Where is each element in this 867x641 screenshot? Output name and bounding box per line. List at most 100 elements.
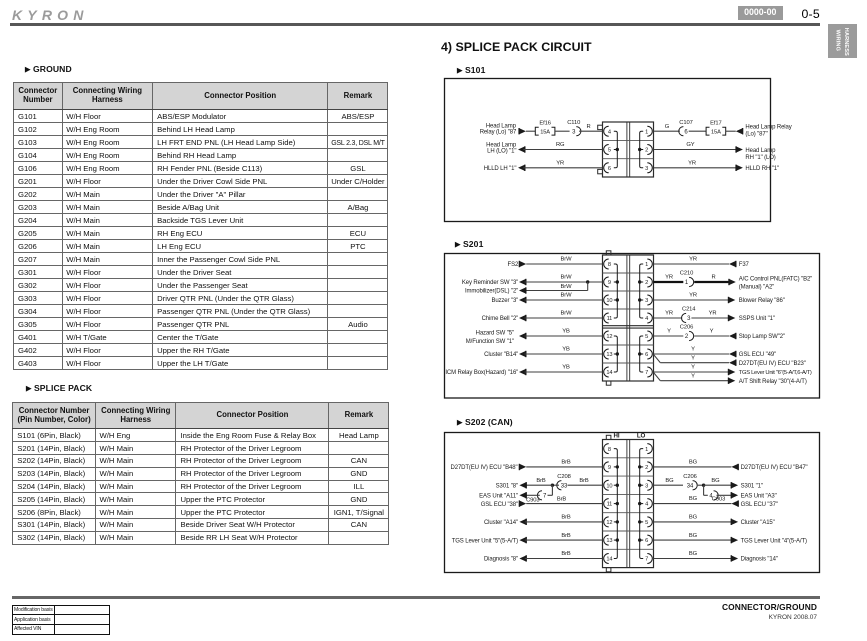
- svg-text:GSL ECU "37": GSL ECU "37": [741, 502, 778, 508]
- svg-text:Head Lamp: Head Lamp: [486, 143, 517, 149]
- svg-text:YB: YB: [562, 329, 570, 335]
- svg-text:10: 10: [606, 483, 612, 489]
- svg-text:C903: C903: [526, 497, 539, 503]
- svg-text:LH (LO) "1": LH (LO) "1": [487, 148, 516, 154]
- svg-text:YR: YR: [689, 257, 697, 263]
- svg-text:Immobilizer(DSL) "2": Immobilizer(DSL) "2": [465, 289, 518, 295]
- svg-text:HI: HI: [614, 432, 620, 439]
- svg-text:2: 2: [645, 465, 648, 471]
- svg-text:Chime Bell "2": Chime Bell "2": [482, 316, 519, 322]
- svg-text:2: 2: [685, 334, 689, 340]
- svg-text:7: 7: [645, 370, 648, 376]
- svg-text:TGS Lever Unit "6"(5-A/T,6-A/T: TGS Lever Unit "6"(5-A/T,6-A/T): [739, 370, 812, 376]
- svg-text:Diagnosis "8": Diagnosis "8": [484, 557, 518, 563]
- svg-text:8: 8: [608, 447, 611, 453]
- svg-text:Cluster "A14": Cluster "A14": [484, 520, 518, 526]
- svg-text:BrB: BrB: [557, 496, 567, 502]
- svg-text:5: 5: [608, 148, 611, 154]
- svg-text:Y: Y: [691, 365, 695, 371]
- svg-text:BG: BG: [689, 533, 698, 539]
- svg-text:S301 "1": S301 "1": [741, 483, 763, 489]
- svg-text:C110: C110: [567, 120, 580, 126]
- svg-text:YR: YR: [688, 160, 696, 166]
- svg-text:C206: C206: [680, 325, 693, 331]
- svg-text:12: 12: [606, 520, 612, 526]
- svg-text:FS2: FS2: [508, 262, 519, 268]
- svg-text:RH "1" (LO): RH "1" (LO): [745, 155, 775, 161]
- svg-text:Blower Relay "86": Blower Relay "86": [739, 298, 785, 304]
- svg-text:12: 12: [606, 334, 612, 340]
- svg-text:C206: C206: [683, 474, 696, 480]
- svg-text:R: R: [586, 124, 590, 130]
- svg-text:BrW: BrW: [561, 284, 573, 290]
- svg-text:HARNESS: HARNESS: [842, 28, 848, 56]
- svg-text:5: 5: [645, 520, 648, 526]
- svg-text:BrW: BrW: [561, 257, 573, 263]
- svg-text:Cluster "A15": Cluster "A15": [741, 520, 775, 526]
- svg-text:4: 4: [608, 129, 611, 135]
- svg-text:3: 3: [645, 298, 648, 304]
- svg-text:11: 11: [607, 502, 613, 508]
- svg-text:6: 6: [645, 352, 648, 358]
- svg-text:3: 3: [645, 483, 648, 489]
- svg-text:YR: YR: [709, 311, 717, 317]
- svg-text:BrB: BrB: [579, 478, 589, 484]
- svg-text:(Lo) "87": (Lo) "87": [745, 131, 767, 137]
- svg-text:R: R: [711, 275, 715, 281]
- svg-text:GSL ECU "49": GSL ECU "49": [739, 352, 776, 358]
- svg-text:Ef17: Ef17: [710, 121, 721, 127]
- svg-text:2: 2: [645, 280, 648, 286]
- svg-text:Y: Y: [691, 355, 695, 361]
- svg-text:C903: C903: [712, 497, 725, 503]
- svg-text:D27DT(EU IV) ECU "B48": D27DT(EU IV) ECU "B48": [451, 465, 518, 471]
- svg-text:7: 7: [543, 494, 547, 500]
- svg-text:Y: Y: [667, 329, 671, 335]
- svg-text:7: 7: [645, 557, 648, 563]
- svg-text:4: 4: [645, 502, 648, 508]
- svg-text:BG: BG: [689, 551, 698, 557]
- svg-text:Diagnosis "14": Diagnosis "14": [741, 557, 778, 563]
- svg-text:TGS Lever Unit "5"(5-A/T): TGS Lever Unit "5"(5-A/T): [452, 538, 518, 544]
- svg-text:BG: BG: [711, 478, 720, 484]
- svg-text:3: 3: [645, 166, 648, 172]
- svg-text:A/T Shift Relay "30"(4-A/T): A/T Shift Relay "30"(4-A/T): [739, 379, 807, 385]
- svg-text:15A: 15A: [711, 129, 721, 135]
- svg-text:4: 4: [645, 316, 648, 322]
- svg-text:Key Reminder SW "3": Key Reminder SW "3": [462, 280, 518, 286]
- svg-text:BG: BG: [665, 478, 674, 484]
- svg-text:EAS Unit "A11": EAS Unit "A11": [479, 494, 518, 500]
- svg-text:HLLD RH "1": HLLD RH "1": [745, 166, 779, 172]
- svg-text:Stop Lamp SW"2": Stop Lamp SW"2": [739, 334, 785, 340]
- svg-text:6: 6: [608, 166, 611, 172]
- svg-text:1: 1: [645, 262, 648, 268]
- svg-text:9: 9: [608, 280, 611, 286]
- svg-text:C214: C214: [682, 307, 696, 313]
- svg-text:BG: BG: [689, 460, 698, 466]
- svg-text:BG: BG: [689, 515, 698, 521]
- svg-text:8: 8: [608, 262, 611, 268]
- svg-text:Y: Y: [710, 329, 714, 335]
- svg-text:3: 3: [687, 316, 691, 322]
- svg-text:14: 14: [606, 557, 612, 563]
- svg-text:YB: YB: [562, 365, 570, 371]
- svg-text:WIRING: WIRING: [834, 30, 840, 51]
- svg-text:F37: F37: [739, 262, 750, 268]
- svg-text:34: 34: [687, 483, 694, 489]
- svg-text:1: 1: [645, 129, 648, 135]
- svg-text:Y: Y: [691, 373, 695, 379]
- svg-text:RG: RG: [556, 142, 565, 148]
- svg-text:YR: YR: [665, 311, 673, 317]
- svg-text:D27DT(EU IV) ECU "B23": D27DT(EU IV) ECU "B23": [739, 361, 806, 367]
- svg-text:EAS Unit "A3": EAS Unit "A3": [741, 494, 777, 500]
- svg-text:BrW: BrW: [561, 275, 573, 281]
- svg-text:11: 11: [607, 316, 613, 322]
- svg-text:15A: 15A: [540, 129, 550, 135]
- svg-text:HLLD LH "1": HLLD LH "1": [484, 166, 517, 172]
- svg-text:Head Lamp: Head Lamp: [486, 124, 517, 130]
- svg-text:TGS Lever Unit "4"(5-A/T): TGS Lever Unit "4"(5-A/T): [741, 538, 807, 544]
- svg-text:Relay (Lo) "87: Relay (Lo) "87: [480, 130, 517, 136]
- svg-text:D27DT(EU IV) ECU "B47": D27DT(EU IV) ECU "B47": [741, 465, 808, 471]
- svg-text:1: 1: [685, 280, 689, 286]
- svg-text:13: 13: [606, 352, 612, 358]
- svg-text:G: G: [665, 124, 670, 130]
